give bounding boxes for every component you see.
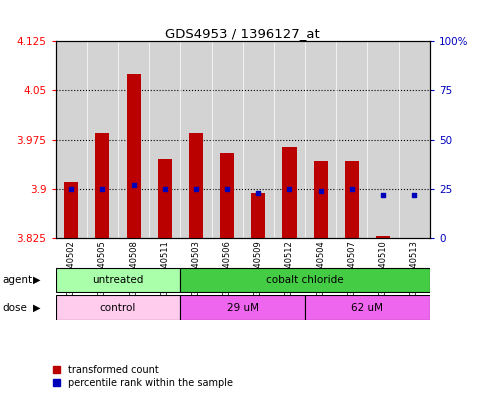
Point: [317, 187, 325, 194]
Bar: [95, 133, 109, 238]
Point: [129, 182, 137, 188]
Point: [255, 189, 262, 196]
Text: dose: dose: [2, 303, 28, 312]
Point: [223, 185, 231, 192]
Bar: [313, 161, 327, 238]
Text: ▶: ▶: [32, 303, 40, 312]
Bar: [158, 159, 172, 238]
Point: [285, 185, 293, 192]
Bar: [180, 268, 430, 292]
Point: [411, 191, 418, 198]
Point: [161, 185, 169, 192]
Text: ▶: ▶: [32, 275, 40, 285]
Text: control: control: [100, 303, 136, 312]
Title: GDS4953 / 1396127_at: GDS4953 / 1396127_at: [165, 27, 320, 40]
Bar: [251, 193, 265, 238]
Bar: [180, 295, 305, 320]
Bar: [189, 133, 203, 238]
Text: agent: agent: [2, 275, 32, 285]
Text: cobalt chloride: cobalt chloride: [266, 275, 344, 285]
Point: [348, 185, 356, 192]
Text: untreated: untreated: [92, 275, 143, 285]
Legend: transformed count, percentile rank within the sample: transformed count, percentile rank withi…: [53, 365, 233, 388]
Bar: [220, 152, 234, 238]
Bar: [407, 238, 421, 239]
Bar: [64, 182, 78, 238]
Point: [67, 185, 75, 192]
Bar: [305, 295, 430, 320]
Bar: [345, 161, 359, 238]
Point: [379, 191, 387, 198]
Bar: [127, 74, 141, 238]
Text: 29 uM: 29 uM: [227, 303, 259, 312]
Point: [192, 185, 200, 192]
Bar: [56, 295, 180, 320]
Bar: [56, 268, 180, 292]
Text: 62 uM: 62 uM: [352, 303, 384, 312]
Bar: [376, 236, 390, 238]
Bar: [283, 147, 297, 238]
Point: [99, 185, 106, 192]
